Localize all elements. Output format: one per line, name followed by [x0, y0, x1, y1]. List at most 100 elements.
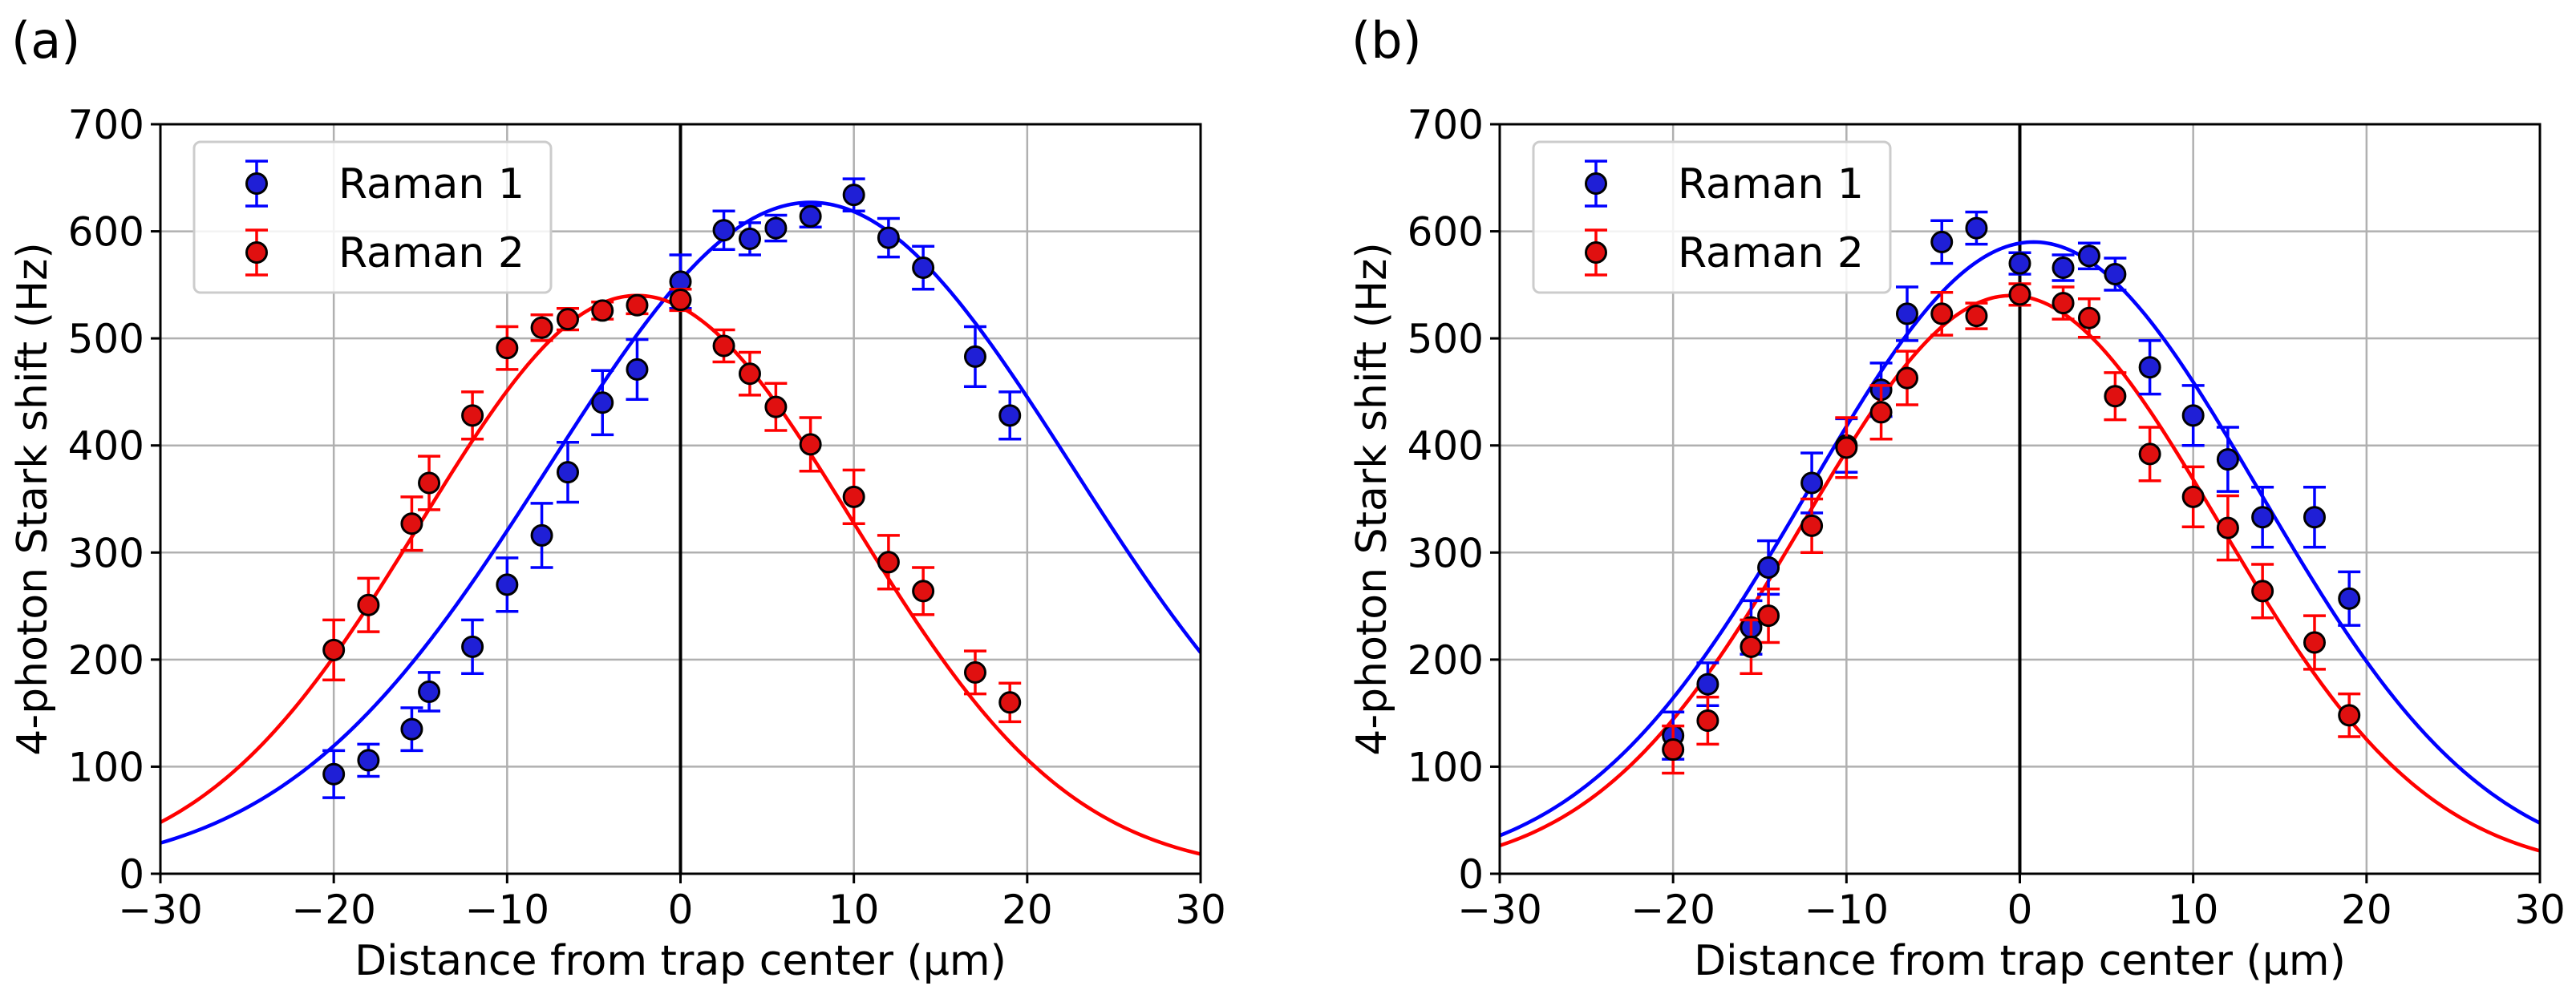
x-tick-label: 10 [828, 887, 880, 933]
legend: Raman 1 Raman 2 [1532, 140, 1892, 294]
y-tick-label: 300 [68, 530, 144, 576]
data-point-raman-1 [998, 404, 1022, 427]
x-tick-label: −20 [1630, 887, 1715, 933]
y-tick-label: 200 [1407, 637, 1484, 684]
y-tick-label: 600 [68, 209, 144, 256]
data-point-raman-1 [2138, 356, 2161, 379]
x-tick-label: −10 [465, 887, 550, 933]
x-tick-label: 0 [668, 887, 694, 933]
data-point-raman-1 [1800, 471, 1824, 495]
data-point-raman-2 [1662, 738, 1685, 762]
x-tick-label: −30 [1457, 887, 1542, 933]
data-point-raman-1 [2181, 404, 2205, 427]
data-point-raman-2 [1835, 436, 1858, 459]
y-tick-label: 600 [1407, 209, 1484, 256]
data-point-raman-2 [2077, 306, 2100, 329]
data-point-raman-2 [2181, 485, 2205, 508]
y-tick-label: 200 [68, 637, 144, 684]
data-point-raman-2 [626, 293, 649, 317]
y-tick-label: 300 [1407, 530, 1484, 576]
y-axis-label: 4-photon Stark shift (Hz) [9, 242, 57, 755]
fit-curve-raman-1 [1500, 240, 2540, 838]
legend-entry-raman-1: Raman 1 [1678, 160, 1864, 208]
data-point-raman-1 [626, 358, 649, 381]
data-point-raman-1 [764, 216, 788, 240]
data-point-raman-2 [2251, 580, 2274, 603]
data-point-raman-1 [1757, 556, 1780, 579]
data-point-raman-2 [669, 289, 692, 312]
data-point-raman-1 [530, 523, 553, 547]
data-point-raman-2 [1965, 305, 1988, 328]
panel-label: (b) [1351, 11, 1422, 70]
panel-label: (a) [11, 11, 80, 70]
data-point-raman-1 [2216, 448, 2239, 471]
data-point-raman-2 [1800, 514, 1824, 537]
legend: Raman 1 Raman 2 [192, 140, 553, 294]
data-point-raman-2 [2051, 292, 2075, 315]
data-point-raman-1 [2008, 252, 2031, 275]
data-point-raman-1 [1930, 230, 1954, 253]
data-point-raman-1 [461, 635, 484, 658]
x-tick-label: 20 [2341, 887, 2392, 933]
data-point-raman-2 [2008, 283, 2031, 306]
data-point-raman-1 [738, 227, 761, 250]
data-point-raman-1 [400, 717, 423, 741]
x-tick-label: 20 [1002, 887, 1053, 933]
y-tick-label: 0 [119, 851, 144, 898]
data-point-raman-2 [842, 485, 865, 508]
data-point-raman-1 [2077, 244, 2100, 268]
data-point-raman-2 [712, 334, 735, 358]
legend-marker-raman-2 [245, 241, 268, 264]
x-tick-label: −20 [291, 887, 376, 933]
legend-marker-raman-1 [245, 172, 268, 195]
panel-b: (b)−30 −20 −10 0 10 20 30010020030040050060070… [1348, 11, 2566, 985]
data-point-raman-1 [2338, 587, 2361, 610]
legend-entry-raman-1: Raman 1 [338, 160, 525, 208]
y-tick-label: 0 [1458, 851, 1484, 898]
data-point-raman-2 [1869, 401, 1893, 424]
y-tick-label: 700 [1407, 102, 1484, 148]
y-tick-label: 100 [68, 744, 144, 790]
data-point-raman-1 [1965, 216, 1988, 240]
data-point-raman-1 [556, 461, 579, 484]
x-axis-label: Distance from trap center (μm) [354, 937, 1007, 985]
x-tick-label: −10 [1804, 887, 1889, 933]
data-point-raman-2 [322, 638, 346, 661]
y-axis-label: 4-photon Stark shift (Hz) [1348, 242, 1396, 755]
data-point-raman-2 [496, 337, 519, 360]
data-point-raman-2 [2216, 516, 2239, 539]
data-point-raman-2 [530, 316, 553, 339]
data-point-raman-1 [912, 256, 935, 279]
x-axis-label: Distance from trap center (μm) [1694, 937, 2346, 985]
data-point-raman-2 [2104, 385, 2127, 408]
data-point-raman-1 [877, 226, 900, 249]
data-point-raman-1 [2104, 263, 2127, 285]
data-point-raman-2 [1757, 604, 1780, 628]
legend-box [192, 140, 553, 294]
data-point-raman-1 [357, 749, 380, 772]
data-point-raman-1 [591, 391, 614, 414]
data-point-raman-2 [591, 299, 614, 322]
legend-marker-raman-1 [1585, 172, 1607, 195]
data-point-raman-2 [764, 395, 788, 418]
data-point-raman-2 [963, 661, 986, 684]
data-point-raman-2 [2138, 442, 2161, 466]
data-point-raman-2 [877, 551, 900, 574]
data-point-raman-2 [912, 580, 935, 603]
legend-marker-raman-2 [1585, 241, 1607, 264]
data-point-raman-2 [1696, 709, 1719, 732]
data-point-raman-1 [842, 184, 865, 207]
y-tick-label: 500 [1407, 316, 1484, 362]
legend-box [1532, 140, 1892, 294]
data-point-raman-1 [1696, 673, 1719, 696]
legend-entry-raman-2: Raman 2 [1678, 229, 1864, 277]
data-point-raman-1 [1895, 302, 1918, 325]
data-point-raman-2 [400, 512, 423, 535]
panel-a: (a)−30 −20 −10 0 10 20 30010020030040050060070… [9, 11, 1226, 985]
data-point-raman-1 [2051, 256, 2075, 279]
x-tick-label: 30 [2514, 887, 2566, 933]
legend-entry-raman-2: Raman 2 [338, 229, 525, 277]
data-point-raman-2 [799, 433, 822, 456]
y-tick-label: 100 [1407, 744, 1484, 790]
